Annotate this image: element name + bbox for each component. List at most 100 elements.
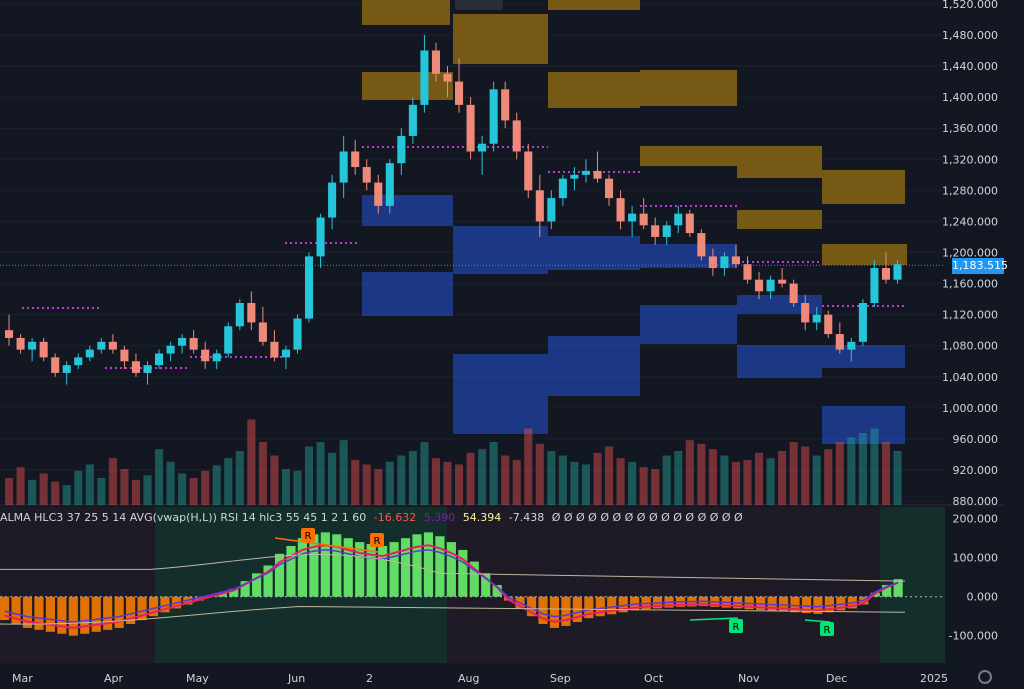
histogram-bar <box>217 592 227 597</box>
price-tick-label: 1,080.000 <box>942 340 998 353</box>
candle-body <box>651 225 660 237</box>
candle-body <box>62 365 71 373</box>
volume-bar <box>639 467 648 505</box>
supply-zone-7 <box>737 166 822 178</box>
supply-zone-0 <box>362 0 450 25</box>
bullish-divergence-line <box>689 617 739 621</box>
time-tick-label: Sep <box>550 672 571 685</box>
histogram-bar <box>882 585 892 597</box>
candle-body <box>893 264 902 280</box>
volume-bar <box>316 442 325 505</box>
histogram-bar <box>22 596 33 628</box>
volume-bar <box>16 467 25 505</box>
candle-body <box>558 178 567 199</box>
candle-body <box>5 330 14 338</box>
histogram-bar <box>630 596 640 611</box>
volume-bar <box>535 443 544 505</box>
candle-body <box>108 341 117 350</box>
volume-bar <box>108 458 117 505</box>
histogram-bar <box>229 588 239 597</box>
volume-bar <box>501 455 510 505</box>
time-tick-label: Nov <box>738 672 760 685</box>
candle-body <box>16 337 25 350</box>
volume-bar <box>489 442 498 505</box>
price-tick-label: 920.000 <box>953 464 999 477</box>
volume-bar <box>443 461 452 505</box>
demand-zone-3 <box>548 236 640 270</box>
candle-body <box>466 104 475 152</box>
candle-body <box>178 337 187 346</box>
volume-bar <box>858 433 867 505</box>
candle-body <box>74 357 83 366</box>
candle-body <box>328 182 337 218</box>
supply-zone-5 <box>640 70 737 106</box>
histogram-bar <box>618 596 628 613</box>
price-tick-label: 1,480.000 <box>942 29 998 42</box>
candle-body <box>755 279 764 292</box>
price-tick-label: 1,120.000 <box>942 309 998 322</box>
histogram-bar <box>80 596 90 634</box>
volume-bar <box>178 473 187 505</box>
divergence-marker-3 <box>820 622 834 636</box>
volume-bar <box>697 443 706 505</box>
candle-body <box>258 322 267 342</box>
volume-bar <box>789 442 798 505</box>
price-tick-label: 1,200.000 <box>942 247 998 260</box>
histogram-bar <box>584 596 594 619</box>
volume-bar <box>628 461 637 505</box>
divergence-marker-label-2: R <box>733 622 740 633</box>
time-tick-label: Apr <box>104 672 124 685</box>
volume-bar <box>74 470 83 505</box>
histogram-bar <box>148 596 159 617</box>
volume-bar <box>85 464 94 505</box>
candle-body <box>731 256 740 265</box>
histogram-bar <box>114 596 124 628</box>
price-tick-label: 880.000 <box>953 495 999 508</box>
bullish-divergence-line-2 <box>804 619 831 623</box>
candle-body <box>201 349 210 362</box>
volume-bar <box>247 419 256 505</box>
histogram-bar <box>320 532 330 597</box>
histogram-bar <box>561 596 571 626</box>
candle-body <box>420 50 429 105</box>
candle-body <box>374 182 383 206</box>
histogram-bar <box>126 596 136 624</box>
volume-bar <box>524 428 533 505</box>
volume-bar <box>720 455 729 505</box>
volume-bar <box>235 451 244 505</box>
time-tick-label: Aug <box>458 672 479 685</box>
chart-toolbar-handle[interactable] <box>455 0 503 10</box>
histogram-bar <box>332 534 342 597</box>
indicator-tick-label: 0.000 <box>967 591 999 604</box>
volume-bar <box>870 428 879 505</box>
settings-gear-icon[interactable] <box>978 670 992 684</box>
time-tick-label: Jun <box>287 672 305 685</box>
histogram-bar <box>0 596 10 621</box>
candle-body <box>166 345 175 354</box>
histogram-bar <box>526 596 537 617</box>
indicator-value-2: 5.390 <box>423 511 456 524</box>
price-tick-label: 1,000.000 <box>942 402 998 415</box>
alma-line <box>4 544 899 629</box>
volume-bar <box>766 458 775 505</box>
price-tick-label: 1,240.000 <box>942 215 998 228</box>
volume-bar <box>62 485 71 505</box>
last-price-tag: 1,183.515 <box>952 258 1008 274</box>
demand-zone-7 <box>640 305 737 344</box>
indicator-empty-values: Ø Ø Ø Ø Ø Ø Ø Ø Ø Ø Ø Ø Ø Ø Ø Ø <box>551 511 743 524</box>
histogram-bar <box>595 596 605 617</box>
volume-bar <box>512 460 521 505</box>
histogram-bar <box>767 596 777 611</box>
time-tick-label: Dec <box>826 672 847 685</box>
volume-bar <box>547 451 556 505</box>
volume-bar <box>593 452 602 505</box>
volume-bar <box>581 464 590 505</box>
candle-body <box>824 314 833 335</box>
histogram-bar <box>11 596 21 624</box>
supply-zone-1 <box>453 14 548 64</box>
histogram-bar <box>252 573 262 597</box>
histogram-bar <box>549 596 560 628</box>
candle-body <box>270 341 279 358</box>
volume-bar <box>731 461 740 505</box>
